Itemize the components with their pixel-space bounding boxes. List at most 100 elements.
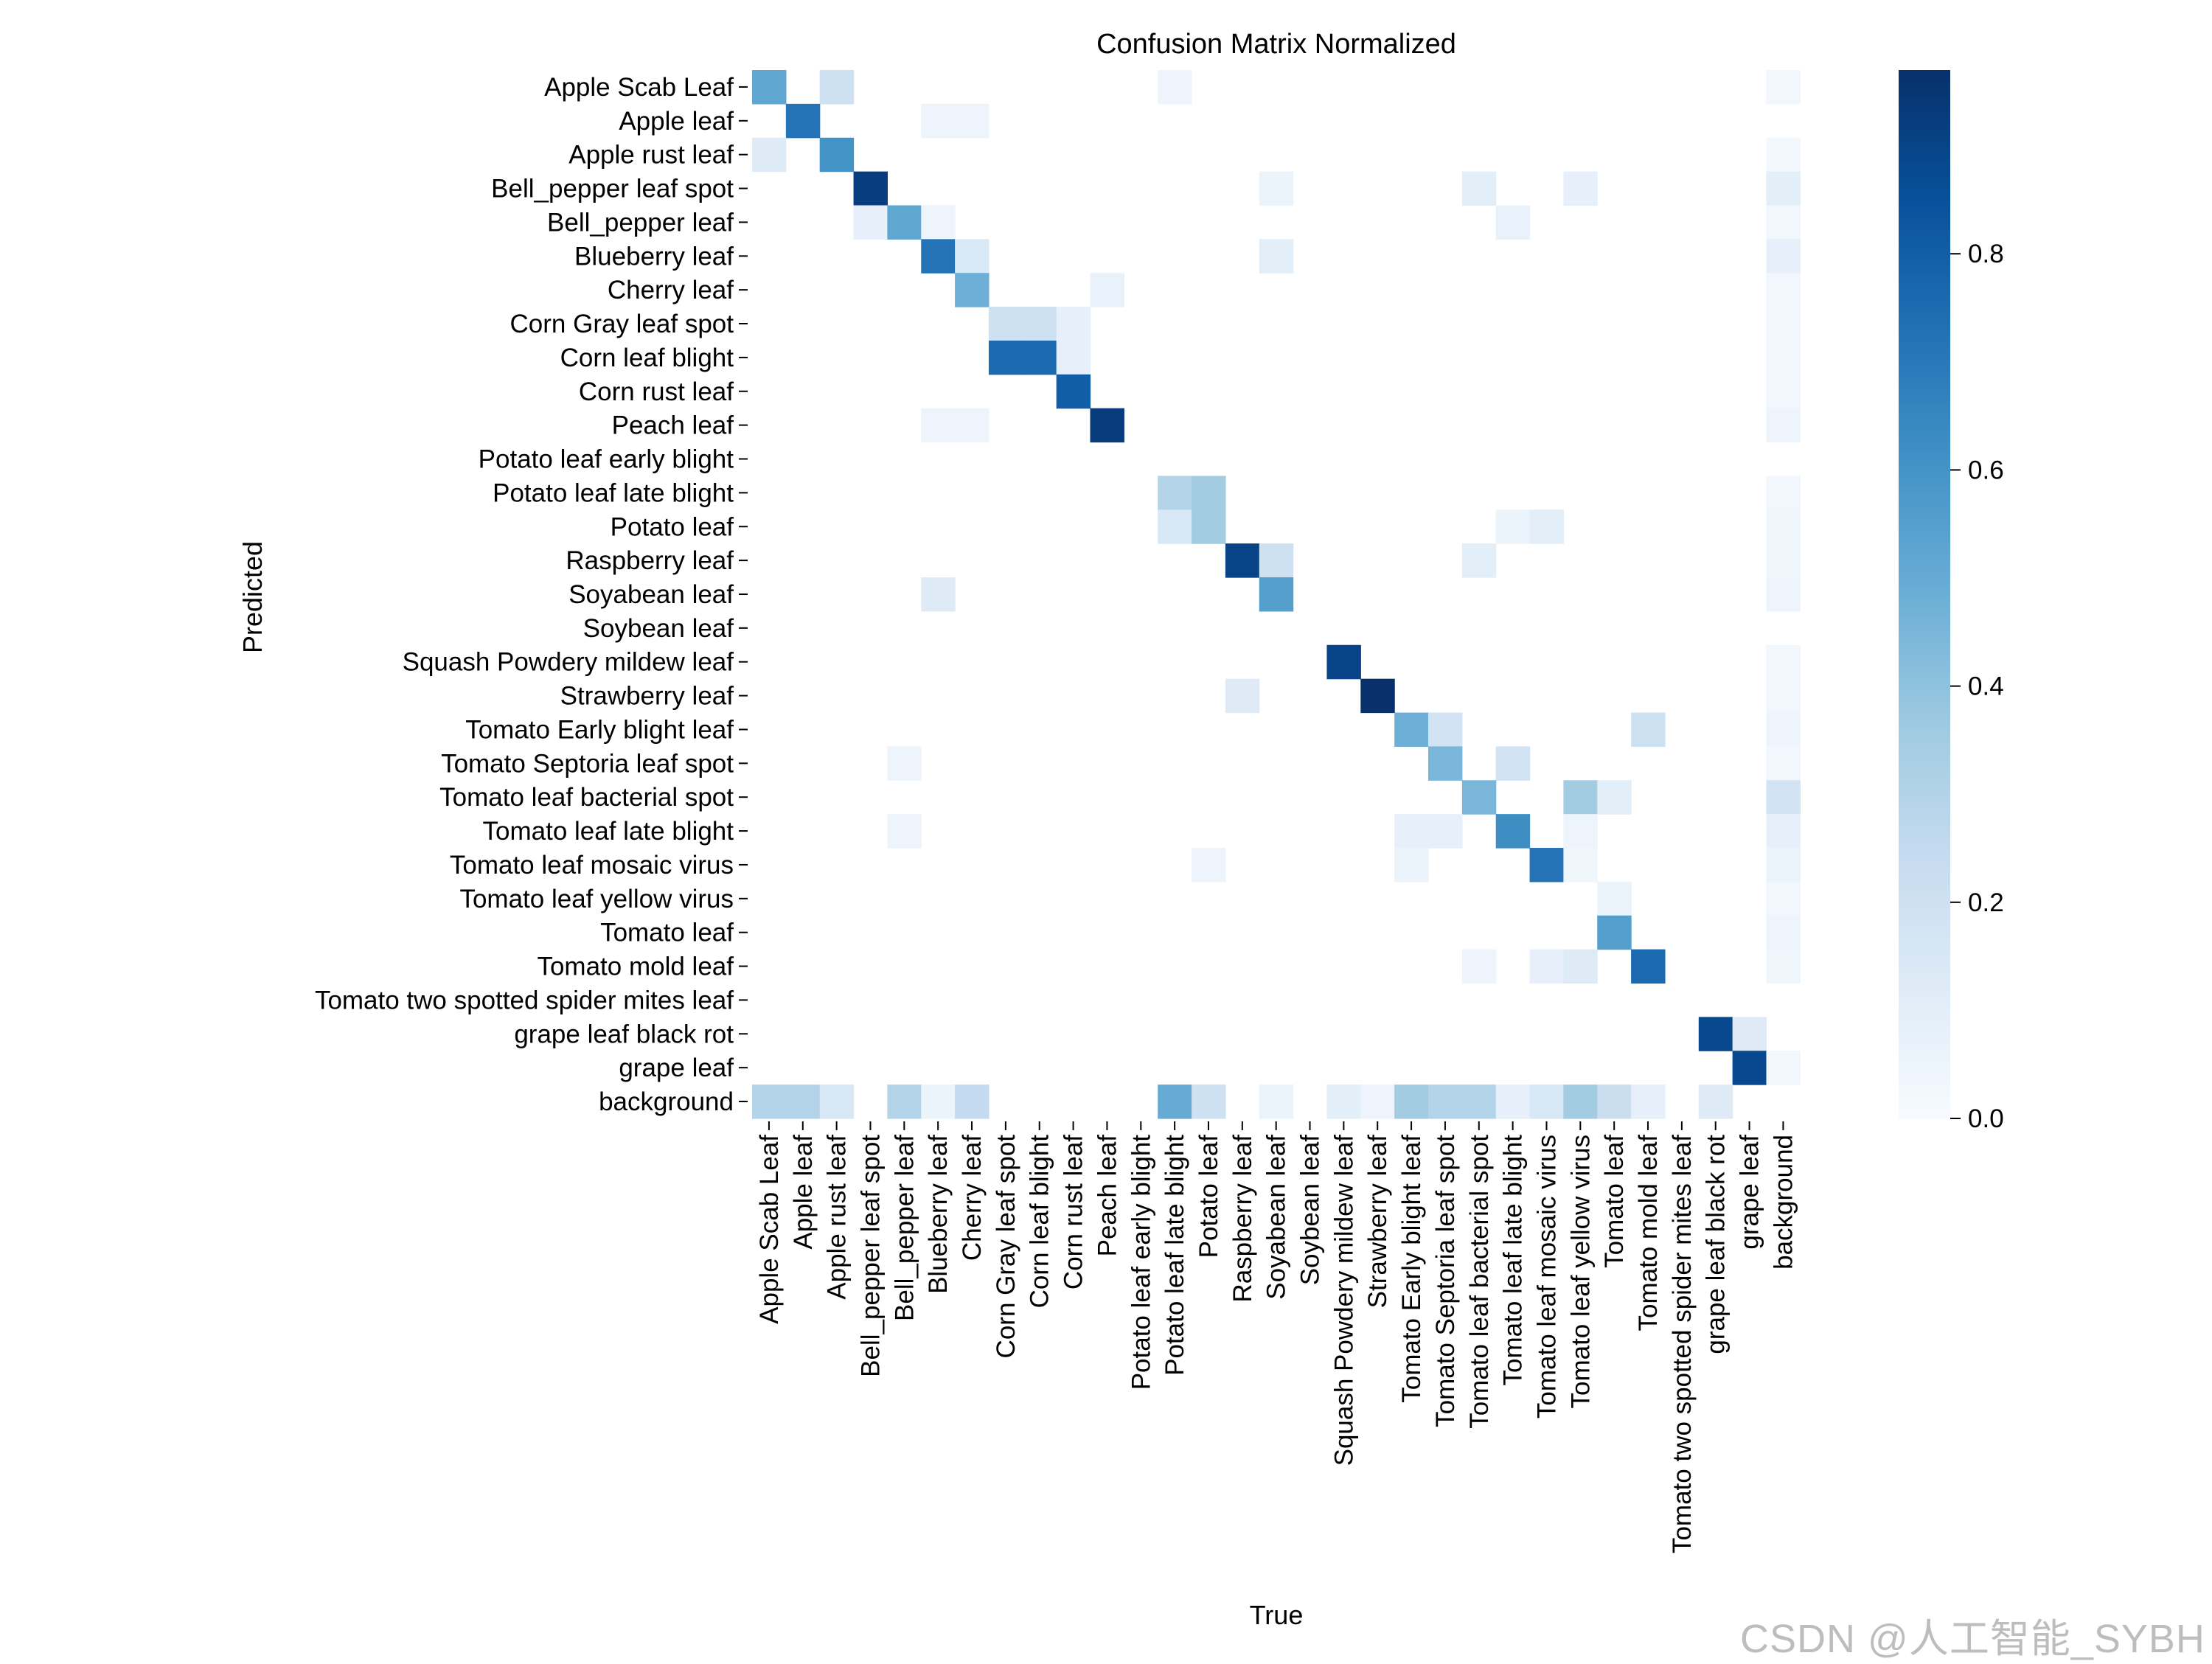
y-tick-label: grape leaf black rot	[514, 1020, 734, 1048]
heatmap-cell	[752, 137, 787, 173]
y-tick-label: Corn rust leaf	[579, 377, 734, 406]
y-tick-label: Tomato leaf late blight	[483, 817, 734, 846]
x-tick-label: Blueberry leaf	[924, 1135, 953, 1294]
x-tick-label: background	[1769, 1135, 1798, 1270]
y-tick-label: Bell_pepper leaf	[547, 208, 734, 237]
heatmap-cell	[1766, 239, 1801, 274]
heatmap-cell	[1394, 814, 1429, 849]
heatmap-cell	[1192, 1085, 1226, 1119]
heatmap-cell	[752, 1085, 787, 1119]
x-tick-label: Tomato leaf late blight	[1499, 1135, 1528, 1386]
y-tick-label: Soyabean leaf	[568, 580, 734, 609]
heatmap-cell	[1631, 712, 1666, 747]
y-tick-labels: Apple Scab Leaf Apple leaf Apple rust leaf…	[315, 73, 748, 1116]
x-tick-label: Corn Gray leaf spot	[992, 1135, 1020, 1359]
x-tick-label: Potato leaf	[1194, 1135, 1223, 1259]
heatmap-cell	[1766, 881, 1801, 916]
heatmap-cell	[1428, 814, 1463, 849]
x-tick-label: Apple rust leaf	[823, 1135, 852, 1300]
heatmap-cell	[921, 103, 956, 139]
heatmap-cell	[1563, 814, 1598, 849]
y-tick-label: Bell_pepper leaf spot	[491, 175, 734, 203]
y-tick-label: Peach leaf	[612, 411, 734, 440]
heatmap-cell	[1090, 273, 1124, 307]
heatmap-cell	[1631, 949, 1666, 984]
heatmap-cell	[1428, 712, 1463, 747]
heatmap-cell	[1631, 1085, 1666, 1119]
heatmap-cell	[1394, 712, 1429, 747]
heatmap-cell	[1495, 814, 1531, 849]
heatmap-cell	[1766, 543, 1801, 578]
x-tick-label: Tomato leaf	[1600, 1135, 1629, 1268]
y-tick-label: Tomato two spotted spider mites leaf	[315, 986, 734, 1014]
heatmap-cell	[1563, 848, 1598, 883]
y-tick-label: Raspberry leaf	[566, 546, 734, 575]
heatmap-cell	[1766, 340, 1801, 375]
x-tick-label: Corn leaf blight	[1026, 1135, 1054, 1309]
y-tick-label: Tomato leaf bacterial spot	[439, 783, 734, 812]
y-tick-label: Squash Powdery mildew leaf	[403, 648, 734, 677]
heatmap-cell	[1766, 848, 1801, 883]
heatmap-cell	[1698, 1017, 1733, 1051]
heatmap-cell	[955, 1085, 990, 1119]
x-tick-label: Tomato mold leaf	[1634, 1135, 1663, 1331]
y-tick-label: Tomato leaf	[600, 919, 734, 947]
heatmap-cell	[1597, 881, 1632, 916]
heatmap-cell	[1461, 543, 1497, 578]
heatmap-cell	[1766, 307, 1801, 341]
heatmap-cell	[1326, 644, 1361, 680]
heatmap-cell	[1394, 1085, 1429, 1119]
heatmap-cell	[1766, 408, 1801, 443]
heatmap-cell	[1766, 1051, 1801, 1085]
y-tick-label: Potato leaf late blight	[493, 478, 734, 507]
heatmap-cell	[1192, 509, 1226, 544]
heatmap-cell	[1158, 476, 1192, 510]
x-tick-label: Apple Scab Leaf	[755, 1135, 784, 1324]
heatmap-cell	[955, 103, 990, 139]
heatmap-cell	[1056, 340, 1091, 375]
heatmap-cell	[1766, 746, 1801, 781]
heatmap-cell	[1766, 137, 1801, 173]
heatmap-cell	[921, 239, 956, 274]
heatmap-cell	[1766, 509, 1801, 544]
x-tick-label: Apple leaf	[789, 1135, 818, 1250]
colorbar-tick-label: 0.6	[1968, 456, 2004, 484]
heatmap-cell	[1766, 476, 1801, 510]
x-tick-label: Corn rust leaf	[1060, 1135, 1088, 1289]
y-axis-label: Predicted	[237, 541, 268, 653]
y-tick-label: Potato leaf	[611, 512, 734, 541]
heatmap-cell	[1766, 577, 1801, 612]
x-tick-label: Tomato Early blight leaf	[1397, 1135, 1426, 1403]
y-tick-label: Corn leaf blight	[560, 344, 734, 372]
colorbar-tick-label: 0.2	[1968, 888, 2004, 917]
heatmap-cell	[1259, 239, 1294, 274]
heatmap-cell	[1766, 70, 1801, 105]
heatmap-cell	[1360, 678, 1395, 714]
x-tick-label: Tomato leaf bacterial spot	[1465, 1135, 1494, 1429]
y-tick-label: background	[599, 1087, 734, 1116]
heatmap-cell	[1461, 171, 1497, 206]
heatmap-cell	[1461, 1085, 1497, 1119]
heatmap-cell	[1766, 780, 1801, 815]
x-tick-label: Tomato leaf yellow virus	[1566, 1135, 1595, 1409]
colorbar-tick-label: 0.4	[1968, 672, 2004, 701]
y-tick-label: Tomato leaf mosaic virus	[450, 851, 734, 880]
colorbar-tick-label: 0.0	[1968, 1104, 2004, 1133]
heatmap-cell	[1428, 1085, 1463, 1119]
x-tick-label: Strawberry leaf	[1363, 1135, 1392, 1309]
heatmap-cell	[1192, 476, 1226, 510]
heatmap-cell	[1056, 374, 1091, 409]
heatmap-cell	[785, 103, 821, 139]
heatmap-cell	[1529, 509, 1564, 544]
heatmap-cell	[1326, 1085, 1361, 1119]
heatmap-cell	[1766, 678, 1801, 714]
x-tick-label: grape leaf black rot	[1702, 1135, 1731, 1354]
heatmap-cell	[1056, 307, 1091, 341]
x-tick-label: Peach leaf	[1093, 1135, 1121, 1257]
y-tick-label: Tomato Septoria leaf spot	[441, 749, 734, 778]
heatmap-cell	[1563, 171, 1598, 206]
heatmap-cell	[955, 273, 990, 307]
heatmap-cell	[1597, 780, 1632, 815]
heatmap-cell	[1495, 205, 1531, 240]
